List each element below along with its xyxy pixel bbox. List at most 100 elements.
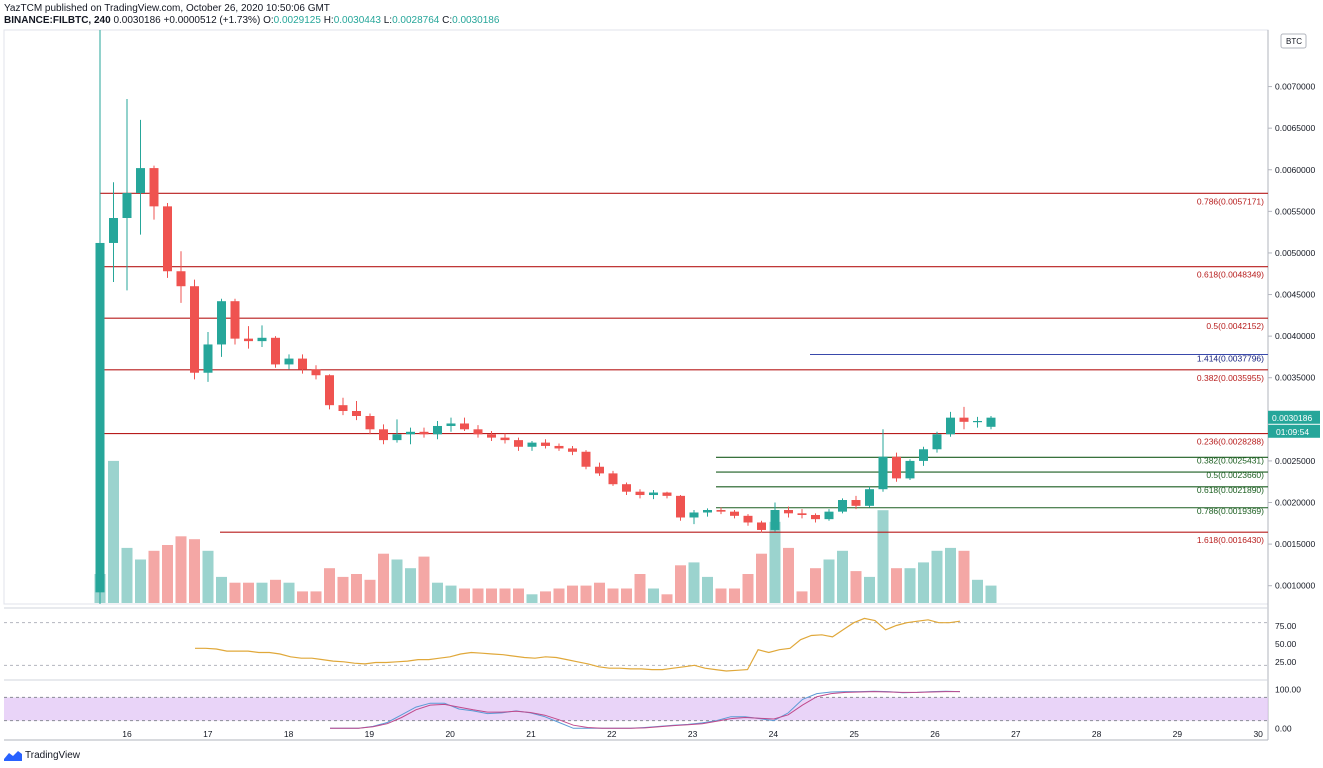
volume-bar xyxy=(783,547,794,603)
candle-body xyxy=(257,337,267,342)
candle-body xyxy=(284,358,294,365)
brand-name: TradingView xyxy=(25,750,81,761)
price-tick-label: 0.0050000 xyxy=(1275,248,1315,258)
candle-body xyxy=(784,509,793,514)
low-value: 0.0028764 xyxy=(392,15,440,26)
fib-ext-blue-label: 1.414(0.0037796) xyxy=(1197,353,1264,363)
chart-ohlc-line: BINANCE:FILBTC, 240 0.0030186 +0.0000512… xyxy=(4,15,499,26)
candle-body xyxy=(716,509,726,512)
last-price-label: 0.0030186 xyxy=(1272,413,1312,423)
volume-bar xyxy=(351,574,362,603)
volume-bar xyxy=(175,536,187,603)
volume-bar xyxy=(648,588,659,603)
volume-bar xyxy=(499,588,511,603)
volume-bar xyxy=(891,568,902,603)
fib-extension-label: 0.618(0.0021890) xyxy=(1197,485,1264,495)
candle-body xyxy=(797,513,807,515)
open-label: O: xyxy=(263,15,274,26)
candle-body xyxy=(743,515,753,523)
fib-level-label: 0.786(0.0057171) xyxy=(1197,196,1264,206)
price-tick-label: 0.0025000 xyxy=(1275,456,1315,466)
volume-bar xyxy=(621,588,632,603)
chart-publish-line: YazTCM published on TradingView.com, Oct… xyxy=(4,3,330,14)
volume-bar xyxy=(229,582,241,603)
volume-bar xyxy=(688,562,700,603)
volume-bar xyxy=(513,588,524,603)
volume-bar xyxy=(985,585,997,603)
volume-bar xyxy=(918,562,929,603)
rsi-tick-label: 25.00 xyxy=(1275,657,1297,667)
volume-bar xyxy=(877,510,889,603)
candle-body xyxy=(487,434,496,438)
candle-body xyxy=(649,492,658,496)
candle-body xyxy=(541,442,550,446)
candle-body xyxy=(392,434,402,441)
volume-bar xyxy=(202,550,214,603)
volume-bar xyxy=(904,568,916,603)
price-tick-label: 0.0020000 xyxy=(1275,498,1315,508)
candle-body xyxy=(298,358,307,370)
volume-bar xyxy=(540,591,551,603)
volume-bar xyxy=(864,576,875,603)
candle-body xyxy=(811,514,820,520)
candle-body xyxy=(757,522,766,530)
volume-bar xyxy=(553,588,565,603)
rsi-tick-label: 50.00 xyxy=(1275,639,1297,649)
candle-body xyxy=(824,511,834,520)
candle-body xyxy=(527,442,537,447)
volume-bar xyxy=(283,582,295,603)
last-price-marker xyxy=(1268,410,1320,424)
volume-bar xyxy=(756,553,767,603)
price-change: +0.0000512 (+1.73%) xyxy=(163,15,261,26)
high-value: 0.0030443 xyxy=(333,15,381,26)
price-tick-label: 0.0010000 xyxy=(1275,581,1315,591)
candle-body xyxy=(109,218,118,243)
volume-bar xyxy=(702,576,713,603)
candle-body xyxy=(95,242,105,593)
time-tick-label: 22 xyxy=(607,729,617,739)
candle-body xyxy=(608,473,618,485)
candle-body xyxy=(959,417,969,422)
stoch-d-line xyxy=(330,691,960,729)
close-label: C: xyxy=(442,15,453,26)
volume-bar xyxy=(972,579,983,603)
volume-bar xyxy=(945,547,956,603)
candle-body xyxy=(932,434,942,450)
price-tick-label: 0.0045000 xyxy=(1275,290,1315,300)
volume-bar xyxy=(661,594,673,603)
volume-bar xyxy=(148,550,160,603)
volume-bar xyxy=(310,591,322,603)
volume-bar xyxy=(445,585,457,603)
candle-body xyxy=(838,500,847,512)
rsi-line xyxy=(195,617,961,672)
price-tick-label: 0.0015000 xyxy=(1275,539,1315,549)
volume-bar xyxy=(931,550,943,603)
candle-body xyxy=(338,405,348,412)
volume-bar xyxy=(216,576,227,603)
volume-bar xyxy=(270,579,281,603)
volume-bar xyxy=(256,582,268,603)
volume-bar xyxy=(580,585,592,603)
close-value: 0.0030186 xyxy=(452,15,500,26)
time-tick-label: 30 xyxy=(1253,729,1263,739)
candle-body xyxy=(689,512,699,518)
candle-body xyxy=(500,437,510,441)
volume-bar xyxy=(121,547,133,603)
time-tick-label: 28 xyxy=(1092,729,1102,739)
candle-body xyxy=(460,423,469,430)
time-tick-label: 23 xyxy=(688,729,698,739)
candle-body xyxy=(905,460,915,479)
last-price: 0.0030186 xyxy=(113,15,161,26)
time-tick-label: 19 xyxy=(365,729,375,739)
volume-bar xyxy=(742,574,754,603)
volume-bar xyxy=(472,588,484,603)
candle-body xyxy=(676,495,685,518)
fib-level-label: 0.236(0.0028288) xyxy=(1197,437,1264,447)
fib-level-label: 0.618(0.0048349) xyxy=(1197,270,1264,280)
volume-bar xyxy=(675,565,686,603)
volume-bar xyxy=(634,574,646,603)
price-tick-label: 0.0070000 xyxy=(1275,82,1315,92)
volume-bar xyxy=(405,568,416,603)
candle-body xyxy=(379,429,388,441)
